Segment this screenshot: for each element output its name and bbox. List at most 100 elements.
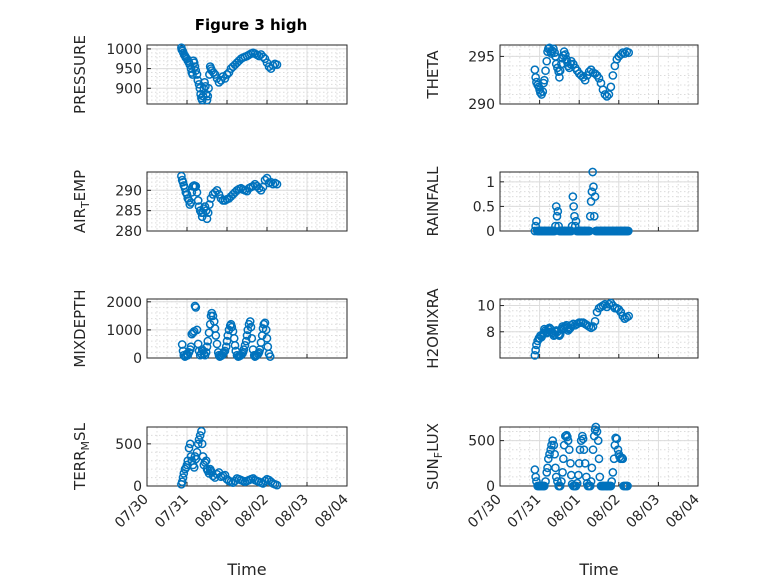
y-axis-label: AIRTEMP — [71, 170, 92, 233]
axes-frame — [146, 298, 348, 359]
data-point — [588, 445, 598, 455]
data-point — [180, 464, 190, 474]
data-point — [566, 470, 576, 480]
data-point — [618, 454, 628, 464]
data-point — [195, 431, 205, 440]
data-point — [624, 311, 634, 321]
data-point — [541, 66, 550, 76]
data-point — [594, 73, 604, 83]
data-point — [272, 60, 282, 70]
y-tick-label: 2000 — [106, 295, 142, 311]
data-point — [530, 65, 540, 75]
y-tick-label: 0 — [486, 479, 495, 495]
x-tick-label: 07/31 — [505, 492, 545, 532]
data-point — [206, 194, 216, 203]
data-point — [538, 87, 548, 96]
data-point — [192, 447, 202, 457]
data-point — [214, 190, 224, 199]
data-point — [227, 322, 237, 332]
data-point — [606, 82, 616, 92]
data-point — [572, 478, 582, 488]
data-point — [260, 476, 270, 486]
data-point — [551, 202, 561, 211]
axes-frame — [146, 426, 348, 487]
data-point — [555, 481, 565, 491]
data-point — [569, 202, 579, 211]
x-tick-label: 08/02 — [584, 492, 624, 532]
data-point — [229, 333, 239, 343]
y-tick-label: 290 — [468, 97, 495, 113]
y-axis-label: MIXDEPTH — [71, 289, 89, 367]
data-point — [186, 342, 196, 352]
data-point — [262, 333, 272, 343]
data-point — [222, 336, 232, 346]
data-point — [623, 226, 633, 236]
axes-frame — [146, 171, 348, 232]
data-point — [192, 187, 202, 197]
data-point — [189, 463, 199, 472]
data-point — [543, 454, 553, 464]
data-point — [197, 426, 206, 436]
data-point — [203, 208, 213, 218]
data-point — [559, 454, 568, 464]
data-point — [587, 463, 597, 473]
data-point — [591, 422, 601, 432]
data-point — [197, 439, 207, 449]
data-point — [265, 352, 275, 361]
subplot-8: 0 500 SUNFLUX 07/30 07/31 08/01 08/02 08/03 08/0… — [424, 422, 703, 579]
data-point — [177, 477, 187, 487]
y-tick-label: 0.5 — [473, 199, 495, 215]
data-point — [531, 345, 540, 355]
data-point — [258, 52, 268, 62]
data-point — [202, 214, 212, 224]
series-markers — [177, 43, 282, 105]
y-axis-label: SUNFLUX — [424, 423, 445, 490]
data-point — [246, 322, 256, 332]
x-axis-label: Time — [226, 560, 266, 579]
data-point — [557, 477, 566, 486]
data-point — [607, 477, 617, 486]
data-point — [191, 66, 201, 75]
data-point — [532, 216, 541, 226]
axes-frame — [146, 44, 348, 105]
series-markers — [177, 171, 282, 224]
data-point — [576, 436, 586, 445]
data-point — [624, 48, 634, 57]
data-point — [210, 324, 220, 333]
data-point — [530, 351, 540, 360]
subplot-1: 900 950 1000 PRESSURE — [71, 35, 348, 114]
data-point — [553, 206, 563, 216]
y-axis-label: H2OMIXRA — [424, 288, 442, 369]
data-point — [197, 212, 207, 222]
data-point — [574, 470, 583, 480]
y-axis-label: RAINFALL — [424, 166, 442, 237]
data-point — [600, 90, 610, 99]
data-point — [612, 434, 622, 444]
data-point — [192, 70, 202, 79]
data-point — [620, 49, 630, 58]
data-point — [550, 449, 559, 459]
data-point — [205, 200, 214, 209]
y-axis-label: THETA — [424, 50, 442, 100]
data-point — [254, 183, 264, 193]
data-point — [593, 436, 603, 445]
y-axis-label: TERRMSL — [71, 422, 92, 491]
data-point — [214, 78, 224, 87]
data-point — [220, 346, 230, 356]
data-point — [551, 463, 560, 473]
data-point — [186, 452, 196, 461]
data-point — [550, 48, 559, 57]
data-point — [623, 481, 632, 491]
data-point — [177, 171, 186, 181]
x-tick-label: 08/03 — [623, 492, 663, 532]
subplot-5: 0 1000 2000 MIXDEPTH — [71, 289, 348, 368]
data-point — [193, 196, 203, 205]
data-point — [608, 468, 618, 477]
data-point — [560, 50, 570, 59]
series-markers — [177, 301, 275, 361]
data-point — [606, 481, 616, 491]
data-point — [564, 445, 574, 455]
data-point — [272, 179, 282, 189]
y-tick-label: 1000 — [106, 42, 142, 58]
